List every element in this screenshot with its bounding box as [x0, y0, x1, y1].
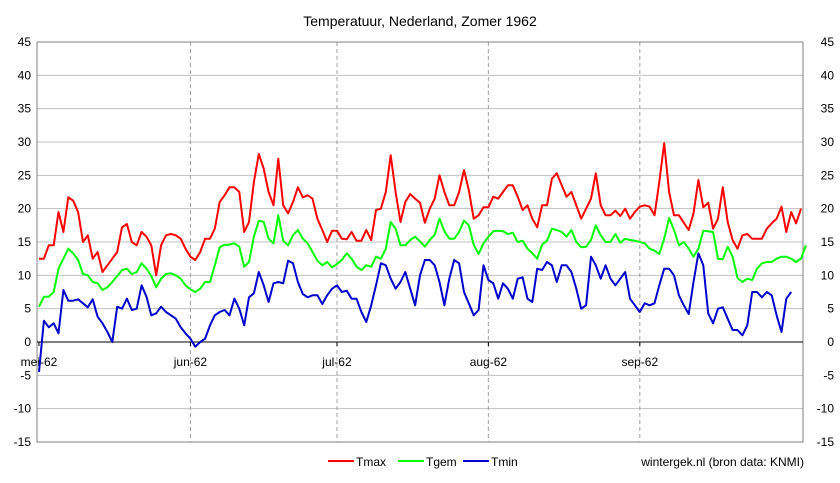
series-line-tmin — [38, 252, 793, 373]
legend: Tmax Tgem Tmin — [328, 455, 518, 469]
y-tick-label-left: 10 — [18, 268, 32, 282]
y-tick-label-left: 15 — [18, 235, 32, 249]
y-axis-right-tick-labels: 45 40 35 30 25 20 15 10 5 0 -5 -10 -15 — [817, 35, 835, 449]
y-tick-label-right: -5 — [823, 368, 834, 382]
y-tick-label-right: 35 — [821, 102, 835, 116]
y-tick-label-left: -15 — [14, 435, 32, 449]
y-tick-label-right: 30 — [821, 135, 835, 149]
chart-title: Temperatuur, Nederland, Zomer 1962 — [303, 13, 537, 29]
y-tick-label-left: -10 — [14, 402, 32, 416]
legend-label-tmax: Tmax — [356, 455, 386, 469]
y-tick-label-left: 25 — [18, 168, 32, 182]
y-tick-label-left: 35 — [18, 102, 32, 116]
y-tick-label-right: 0 — [827, 335, 834, 349]
y-tick-label-left: 40 — [18, 68, 32, 82]
y-tick-label-right: 45 — [821, 35, 835, 49]
legend-label-tgem: Tgem — [426, 455, 457, 469]
y-axis-left-tick-labels: 45 40 35 30 25 20 15 10 5 0 -5 -10 -15 — [14, 35, 32, 449]
y-tick-label-left: 45 — [18, 35, 32, 49]
y-tick-label-left: 30 — [18, 135, 32, 149]
y-tick-label-right: 10 — [821, 268, 835, 282]
y-tick-label-left: -5 — [20, 368, 31, 382]
y-tick-label-right: 5 — [827, 302, 834, 316]
series-lines — [38, 142, 807, 373]
series-line-tmax — [39, 142, 802, 277]
plot-area-frame — [36, 41, 804, 443]
y-tick-label-right: -15 — [817, 435, 835, 449]
plot-border — [36, 41, 804, 443]
source-note: wintergek.nl (bron data: KNMI) — [640, 455, 804, 469]
y-tick-label-left: 20 — [18, 202, 32, 216]
y-tick-label-right: 20 — [821, 202, 835, 216]
y-tick-label-left: 5 — [24, 302, 31, 316]
y-tick-label-left: 0 — [24, 335, 31, 349]
y-tick-label-right: 15 — [821, 235, 835, 249]
y-tick-label-right: -10 — [817, 402, 835, 416]
y-tick-label-right: 25 — [821, 168, 835, 182]
x-tick-label: aug-62 — [470, 355, 508, 369]
series-line-tgem — [38, 214, 807, 308]
x-tick-label: jun-62 — [173, 355, 208, 369]
x-tick-label: sep-62 — [621, 355, 658, 369]
x-axis-tick-labels: mei-62 jun-62 jul-62 aug-62 sep-62 — [21, 355, 659, 369]
legend-label-tmin: Tmin — [491, 455, 518, 469]
y-tick-label-right: 40 — [821, 68, 835, 82]
x-tick-label: jul-62 — [321, 355, 352, 369]
